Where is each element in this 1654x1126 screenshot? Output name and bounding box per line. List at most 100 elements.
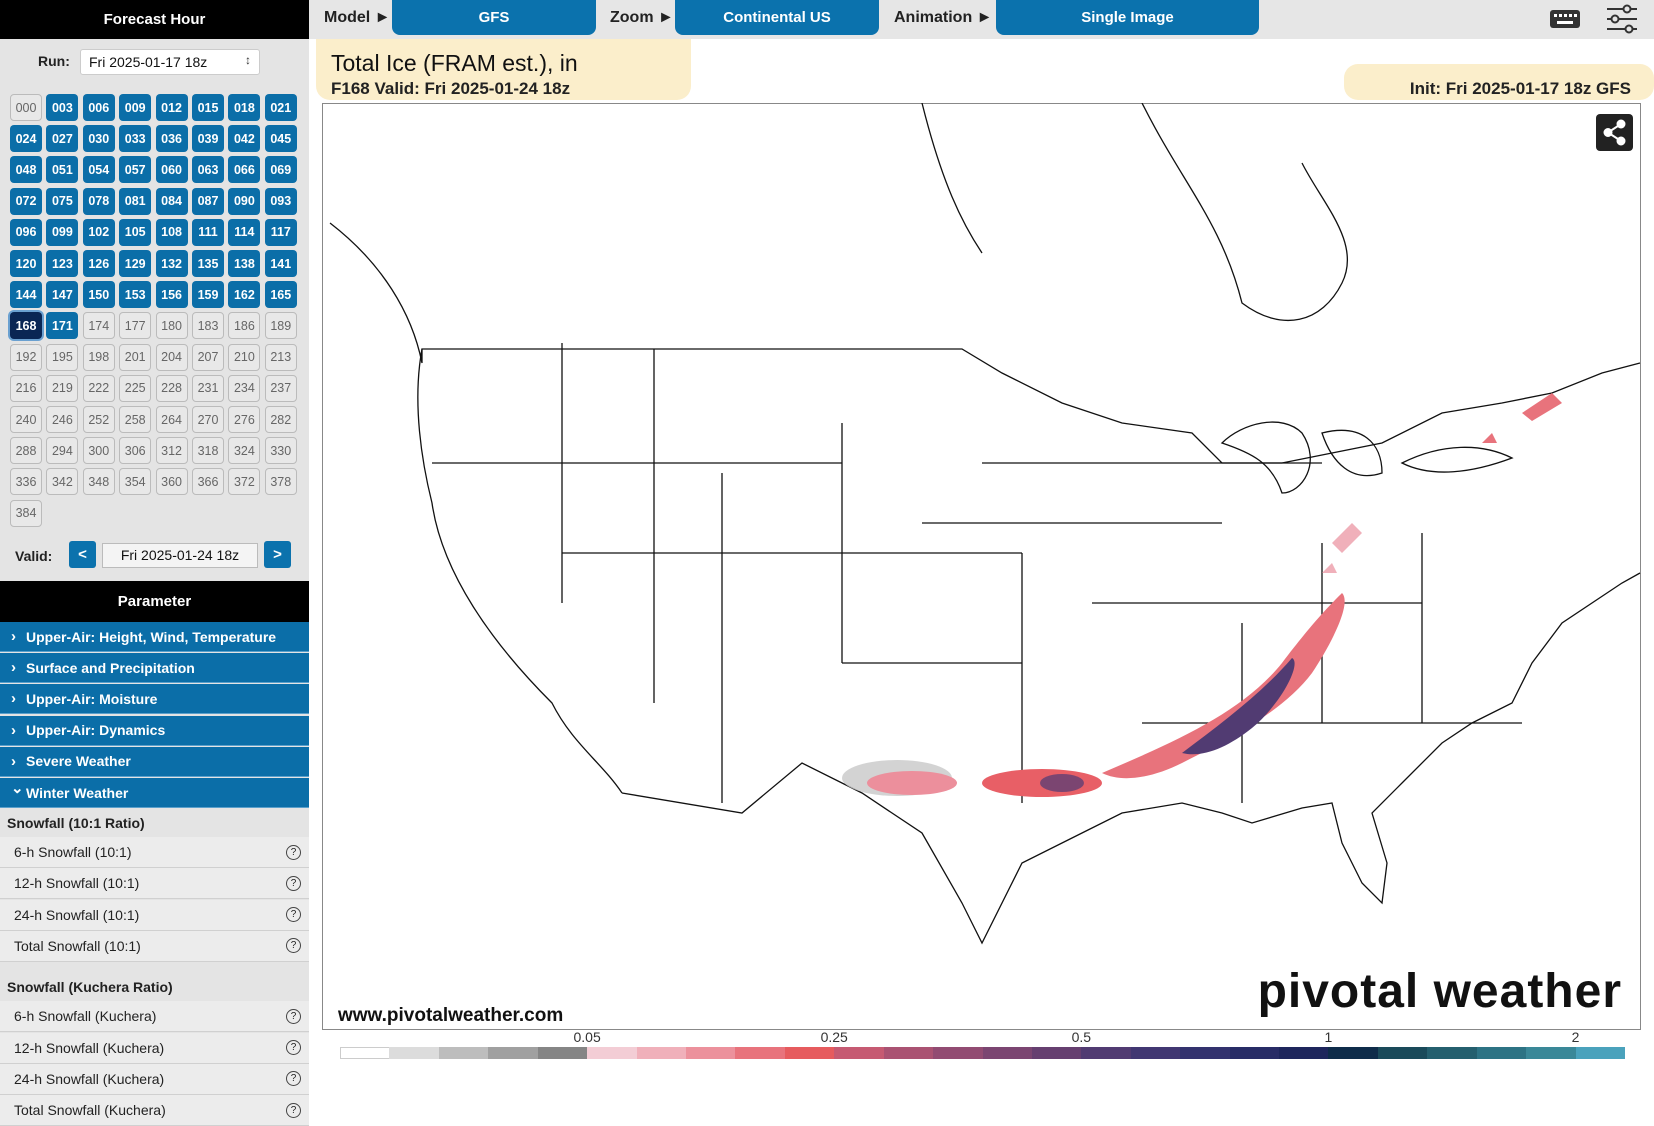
hour-button[interactable]: 165 [264,281,297,309]
hour-button[interactable]: 072 [10,187,42,215]
hour-button[interactable]: 186 [228,312,261,340]
hour-button[interactable]: 162 [228,281,261,309]
hour-button[interactable]: 306 [119,437,152,465]
hour-button[interactable]: 009 [119,94,152,121]
hour-button[interactable]: 180 [155,312,188,340]
hour-button[interactable]: 177 [119,312,152,340]
hour-button[interactable]: 081 [119,187,152,215]
parameter-item[interactable]: 24-h Snowfall (10:1) [0,899,309,931]
hour-button[interactable]: 189 [264,312,297,340]
hour-button[interactable]: 204 [155,343,188,371]
hour-button[interactable]: 039 [192,125,224,153]
hour-button[interactable]: 114 [228,218,261,246]
hour-button[interactable]: 051 [46,156,79,184]
hour-button[interactable]: 090 [228,187,261,215]
parameter-category[interactable]: Severe Weather [0,746,309,777]
hour-button[interactable]: 099 [46,218,79,246]
hour-button[interactable]: 132 [155,250,188,277]
hour-button[interactable]: 027 [46,125,79,153]
hour-button[interactable]: 108 [155,218,188,246]
hour-button[interactable]: 264 [155,406,188,433]
hour-button[interactable]: 111 [192,218,224,246]
hour-button[interactable]: 240 [10,406,42,433]
hour-button[interactable]: 075 [46,187,79,215]
hour-button[interactable]: 015 [192,94,224,121]
parameter-item[interactable]: 6-h Snowfall (Kuchera) [0,1001,309,1033]
hour-button[interactable]: 093 [264,187,297,215]
hour-button[interactable]: 201 [119,343,152,371]
hour-button[interactable]: 018 [228,94,261,121]
hour-button[interactable]: 234 [228,374,261,402]
hour-button[interactable]: 366 [192,468,224,496]
hour-button[interactable]: 141 [264,250,297,277]
hour-button[interactable]: 372 [228,468,261,496]
hour-button[interactable]: 063 [192,156,224,184]
hour-button[interactable]: 378 [264,468,297,496]
hour-button[interactable]: 024 [10,125,42,153]
hour-button[interactable]: 318 [192,437,224,465]
hour-button[interactable]: 135 [192,250,224,277]
hour-button[interactable]: 270 [192,406,224,433]
hour-button[interactable]: 258 [119,406,152,433]
parameter-item[interactable]: 12-h Snowfall (Kuchera) [0,1032,309,1064]
hour-button[interactable]: 231 [192,374,224,402]
hour-button[interactable]: 342 [46,468,79,496]
hour-button[interactable]: 042 [228,125,261,153]
hour-button[interactable]: 021 [264,94,297,121]
hour-button[interactable]: 012 [155,94,188,121]
hour-button[interactable]: 246 [46,406,79,433]
hour-button[interactable]: 120 [10,250,42,277]
parameter-item[interactable]: 12-h Snowfall (10:1) [0,868,309,900]
hour-button[interactable]: 045 [264,125,297,153]
hour-button[interactable]: 183 [192,312,224,340]
hour-button[interactable]: 003 [46,94,79,121]
parameter-category[interactable]: Winter Weather [0,778,309,808]
hour-button[interactable]: 354 [119,468,152,496]
valid-prev[interactable]: < [69,541,96,568]
hour-button[interactable]: 123 [46,250,79,277]
settings-icon[interactable] [1605,3,1639,35]
hour-button[interactable]: 129 [119,250,152,277]
hour-button[interactable]: 069 [264,156,297,184]
keyboard-icon[interactable] [1549,7,1583,31]
hour-button[interactable]: 192 [10,343,42,371]
animation-button[interactable]: Single Image [996,0,1259,35]
hour-button[interactable]: 000 [10,94,42,121]
hour-button[interactable]: 384 [10,499,42,527]
hour-button[interactable]: 300 [82,437,115,465]
hour-button[interactable]: 054 [82,156,115,184]
hour-button[interactable]: 219 [46,374,79,402]
hour-button[interactable]: 066 [228,156,261,184]
hour-button[interactable]: 312 [155,437,188,465]
hour-button[interactable]: 174 [82,312,115,340]
hour-button[interactable]: 057 [119,156,152,184]
hour-button[interactable]: 153 [119,281,152,309]
hour-button[interactable]: 030 [82,125,115,153]
share-button[interactable] [1596,114,1633,151]
hour-button[interactable]: 036 [155,125,188,153]
hour-button[interactable]: 210 [228,343,261,371]
parameter-category[interactable]: Upper-Air: Height, Wind, Temperature [0,622,309,652]
hour-button[interactable]: 276 [228,406,261,433]
hour-button[interactable]: 225 [119,374,152,402]
hour-button[interactable]: 288 [10,437,42,465]
parameter-item[interactable]: 24-h Snowfall (Kuchera) [0,1063,309,1095]
hour-button[interactable]: 252 [82,406,115,433]
hour-button[interactable]: 096 [10,218,42,246]
hour-button[interactable]: 087 [192,187,224,215]
hour-button[interactable]: 126 [82,250,115,277]
model-button[interactable]: GFS [392,0,596,35]
hour-button[interactable]: 216 [10,374,42,402]
hour-button[interactable]: 138 [228,250,261,277]
hour-button[interactable]: 117 [264,218,297,246]
hour-button[interactable]: 198 [82,343,115,371]
hour-button[interactable]: 336 [10,468,42,496]
hour-button[interactable]: 150 [82,281,115,309]
hour-button[interactable]: 102 [82,218,115,246]
hour-button[interactable]: 168 [10,312,42,340]
hour-button[interactable]: 213 [264,343,297,371]
hour-button[interactable]: 084 [155,187,188,215]
hour-button[interactable]: 195 [46,343,79,371]
hour-button[interactable]: 006 [82,94,115,121]
hour-button[interactable]: 144 [10,281,42,309]
